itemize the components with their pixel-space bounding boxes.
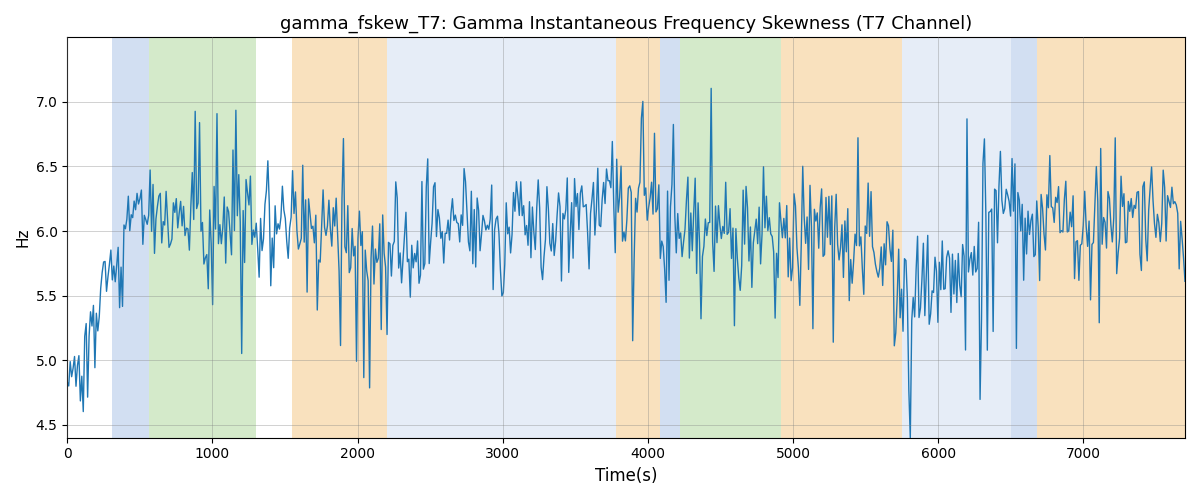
Bar (902, 38, 1010, 438)
Bar (660, 38, 680, 438)
Bar (616, 38, 660, 438)
Bar (1037, 38, 1186, 438)
Y-axis label: Hz: Hz (16, 228, 30, 248)
Title: gamma_fskew_T7: Gamma Instantaneous Frequency Skewness (T7 Channel): gamma_fskew_T7: Gamma Instantaneous Freq… (280, 15, 972, 34)
Bar (149, 38, 256, 438)
Bar (781, 38, 902, 438)
Bar (1010, 38, 1037, 438)
Bar (386, 38, 616, 438)
Bar (293, 38, 386, 438)
X-axis label: Time(s): Time(s) (595, 467, 658, 485)
Bar (680, 38, 781, 438)
Bar (113, 38, 149, 438)
